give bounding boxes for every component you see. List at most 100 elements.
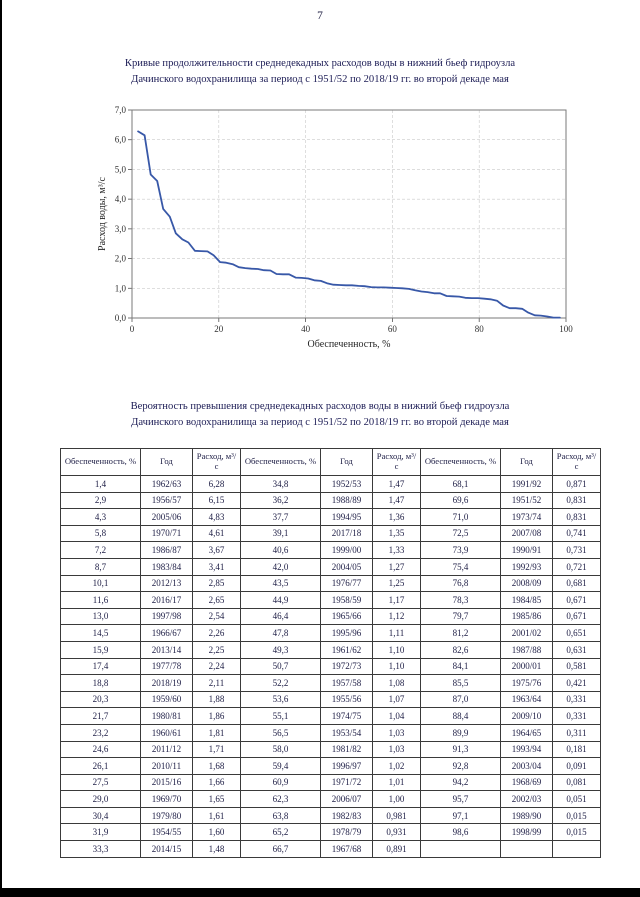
table-row: 7,2 1986/87 3,67 40,6 1999/00 1,33 73,9 1990/91… <box>60 541 601 559</box>
table-cell: 63,8 <box>240 806 321 825</box>
x-tick-label: 20 <box>214 324 224 334</box>
table-cell: 0,721 <box>552 557 601 576</box>
table-cell: 1,25 <box>372 574 421 593</box>
table-cell: 0,831 <box>552 508 601 526</box>
table-cell: 3,67 <box>192 541 241 559</box>
table-cell: 0,181 <box>552 740 601 759</box>
table-cell: 18,8 <box>60 674 141 692</box>
table-cell: 1965/66 <box>320 607 373 626</box>
table-cell: 1,03 <box>372 723 421 742</box>
table-cell: 0,421 <box>552 674 601 692</box>
table-cell: 2008/09 <box>500 574 553 593</box>
table-cell: 43,5 <box>240 574 321 593</box>
table-cell: 1991/92 <box>500 475 553 493</box>
table-cell: 72,5 <box>420 524 501 543</box>
table-cell: 27,5 <box>60 773 141 792</box>
table-cell: 89,9 <box>420 723 501 742</box>
table-cell: 2001/02 <box>500 624 553 642</box>
table-cell: 1971/72 <box>320 773 373 792</box>
table-cell: 2016/17 <box>140 591 193 609</box>
table-cell: 1,07 <box>372 690 421 709</box>
table-cell: 1,86 <box>192 707 241 725</box>
table-cell: 2015/16 <box>140 773 193 792</box>
table-cell: 34,8 <box>240 475 321 493</box>
table-cell: 42,0 <box>240 557 321 576</box>
table-cell: 1985/86 <box>500 607 553 626</box>
table-cell: 1,10 <box>372 640 421 659</box>
table-body: 1,4 1962/63 6,28 34,8 1952/53 1,47 68,1 1991/92… <box>60 475 601 858</box>
y-axis-label: Расход воды, м³/с <box>97 176 108 251</box>
x-tick-label: 0 <box>130 324 135 334</box>
table-cell: 1986/87 <box>140 541 193 559</box>
table-cell: 1,66 <box>192 773 241 792</box>
table-cell: 2011/12 <box>140 740 193 759</box>
table-cell: 1,47 <box>372 475 421 493</box>
table-cell: 1,81 <box>192 723 241 742</box>
table-cell: 0,651 <box>552 624 601 642</box>
table-cell: 2,11 <box>192 674 241 692</box>
table-cell: 73,9 <box>420 541 501 559</box>
table-cell: 0,831 <box>552 491 601 510</box>
table-cell: 60,9 <box>240 773 321 792</box>
table-cell: 1,08 <box>372 674 421 692</box>
table-cell: 2000/01 <box>500 657 553 676</box>
table-header-cell: Расход, м³/с <box>192 448 241 476</box>
table-cell: 2,25 <box>192 640 241 659</box>
y-tick-label: 5,0 <box>115 164 127 174</box>
table-cell: 1,04 <box>372 707 421 725</box>
table-cell: 1,12 <box>372 607 421 626</box>
table-cell: 40,6 <box>240 541 321 559</box>
table-row: 21,7 1980/81 1,86 55,1 1974/75 1,04 88,4 2009/1… <box>60 707 601 725</box>
table-cell: 10,1 <box>60 574 141 593</box>
table-cell: 2010/11 <box>140 757 193 775</box>
table-cell: 2018/19 <box>140 674 193 692</box>
table-cell: 5,8 <box>60 524 141 543</box>
table-cell: 81,2 <box>420 624 501 642</box>
table-cell: 1990/91 <box>500 541 553 559</box>
table-cell: 33,3 <box>60 840 141 858</box>
table-cell: 1,47 <box>372 491 421 510</box>
scan-edge-bottom <box>0 888 640 897</box>
table-cell: 1972/73 <box>320 657 373 676</box>
table-cell: 2,9 <box>60 491 141 510</box>
table-cell: 1996/97 <box>320 757 373 775</box>
table-cell: 11,6 <box>60 591 141 609</box>
table-cell: 1966/67 <box>140 624 193 642</box>
table-cell: 91,3 <box>420 740 501 759</box>
table-cell: 1,10 <box>372 657 421 676</box>
table-cell: 2,85 <box>192 574 241 593</box>
table-row: 24,6 2011/12 1,71 58,0 1981/82 1,03 91,3 1993/9… <box>60 740 601 759</box>
table-header-cell: Год <box>500 448 553 476</box>
table-cell: 1981/82 <box>320 740 373 759</box>
table-header-cell: Расход, м³/с <box>552 448 601 476</box>
table-cell: 68,1 <box>420 475 501 493</box>
table-cell: 15,9 <box>60 640 141 659</box>
table-cell: 24,6 <box>60 740 141 759</box>
chart-title-line2: Дачинского водохранилища за период с 195… <box>131 73 509 85</box>
table-cell: 17,4 <box>60 657 141 676</box>
y-tick-label: 4,0 <box>115 194 127 204</box>
table-cell: 0,581 <box>552 657 601 676</box>
table-cell: 2004/05 <box>320 557 373 576</box>
table-cell: 66,7 <box>240 840 321 858</box>
table-cell: 84,1 <box>420 657 501 676</box>
table-cell: 1976/77 <box>320 574 373 593</box>
table-cell: 69,6 <box>420 491 501 510</box>
table-cell: 2006/07 <box>320 790 373 808</box>
x-tick-label: 40 <box>301 324 311 334</box>
table-cell: 2005/06 <box>140 508 193 526</box>
table-cell: 0,681 <box>552 574 601 593</box>
table-cell: 14,5 <box>60 624 141 642</box>
table-cell: 0,631 <box>552 640 601 659</box>
table-cell: 1,68 <box>192 757 241 775</box>
table-cell <box>420 840 501 858</box>
table-cell: 3,41 <box>192 557 241 576</box>
table-header-row: Обеспеченность, % Год Расход, м³/с Обеспече… <box>60 448 601 476</box>
table-cell: 44,9 <box>240 591 321 609</box>
table-cell: 78,3 <box>420 591 501 609</box>
table-cell: 1974/75 <box>320 707 373 725</box>
table-row: 20,3 1959/60 1,88 53,6 1955/56 1,07 87,0 1963/6… <box>60 690 601 709</box>
table-cell: 1963/64 <box>500 690 553 709</box>
table-cell: 0,015 <box>552 823 601 842</box>
table-cell: 92,8 <box>420 757 501 775</box>
